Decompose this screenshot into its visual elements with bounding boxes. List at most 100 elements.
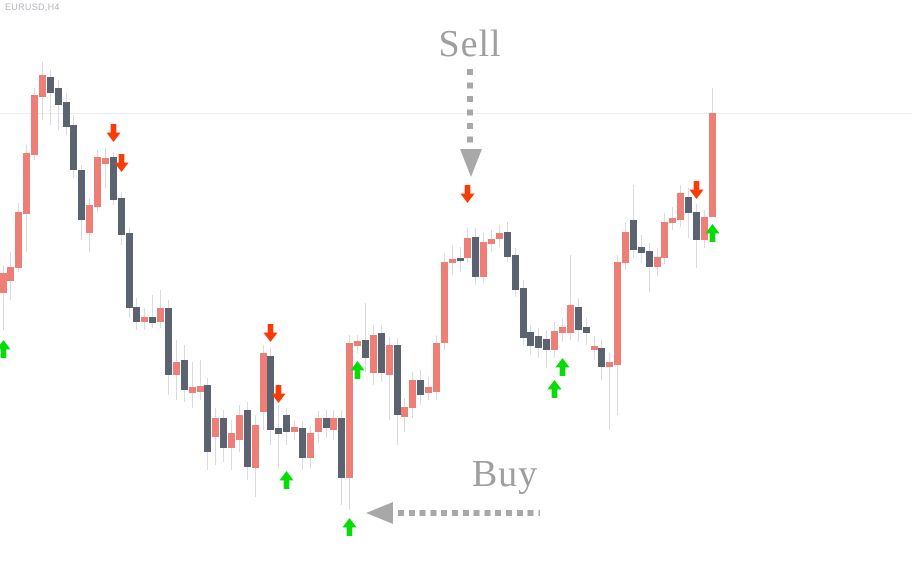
bull-candle-body bbox=[196, 386, 204, 392]
bull-candle-body bbox=[401, 407, 409, 417]
bull-candle-body bbox=[251, 425, 259, 468]
bear-candle-body bbox=[275, 428, 283, 434]
bull-candle-body bbox=[291, 427, 299, 432]
bear-candle-body bbox=[574, 307, 582, 330]
buy-signal-arrow-icon bbox=[350, 361, 365, 379]
bull-candle-body bbox=[0, 273, 7, 293]
buy-arrowhead-icon bbox=[366, 502, 393, 524]
buy-signal-arrow-icon bbox=[547, 380, 562, 398]
bear-candle-body bbox=[338, 418, 346, 478]
bear-candle-body bbox=[519, 288, 527, 338]
bull-candle-body bbox=[385, 345, 393, 375]
bear-candle-body bbox=[692, 212, 700, 240]
bull-candle-body bbox=[480, 242, 488, 277]
candle-wick bbox=[388, 337, 390, 420]
sell-signal-arrow-icon bbox=[114, 154, 129, 172]
sell-signal-arrow-icon bbox=[106, 124, 121, 142]
bull-candle-body bbox=[590, 346, 598, 350]
buy-signal-arrow-icon bbox=[342, 518, 357, 536]
bull-candle-body bbox=[15, 212, 23, 268]
bull-candle-body bbox=[306, 433, 314, 458]
bull-candle-body bbox=[188, 387, 196, 393]
bull-candle-body bbox=[141, 317, 149, 322]
bear-candle-body bbox=[78, 170, 86, 220]
bear-candle-body bbox=[117, 198, 125, 235]
bear-candle-body bbox=[527, 332, 535, 346]
bull-candle-body bbox=[669, 218, 677, 223]
bull-candle-body bbox=[700, 217, 708, 240]
bull-candle-body bbox=[488, 239, 496, 244]
candle-wick bbox=[199, 360, 201, 400]
bull-candle-body bbox=[157, 308, 165, 322]
bull-candle-body bbox=[551, 331, 559, 350]
candle-wick bbox=[609, 353, 611, 430]
candle-wick bbox=[2, 265, 4, 330]
sell-signal-arrow-icon bbox=[271, 385, 286, 403]
bear-candle-body bbox=[535, 336, 543, 348]
bull-candle-body bbox=[606, 362, 614, 367]
sell-arrowhead-icon bbox=[460, 149, 482, 177]
bear-candle-body bbox=[149, 317, 157, 323]
bull-candle-body bbox=[448, 259, 456, 263]
sell-signal-arrow-icon bbox=[460, 185, 476, 203]
bear-candle-body bbox=[267, 356, 275, 430]
sell-annotation-label: Sell bbox=[438, 23, 502, 65]
bull-candle-body bbox=[172, 362, 180, 375]
bull-candle-body bbox=[23, 153, 31, 214]
bear-candle-body bbox=[283, 415, 291, 432]
bull-candle-body bbox=[38, 75, 46, 97]
bull-candle-body bbox=[259, 353, 267, 412]
bear-candle-body bbox=[511, 255, 519, 290]
bear-candle-body bbox=[125, 233, 133, 308]
bear-candle-body bbox=[629, 220, 637, 250]
bull-candle-body bbox=[495, 233, 503, 239]
bull-candle-body bbox=[354, 341, 362, 346]
bull-candle-body bbox=[464, 238, 472, 258]
bear-candle-body bbox=[456, 258, 464, 261]
bull-candle-body bbox=[101, 158, 109, 164]
bear-candle-body bbox=[417, 380, 425, 395]
bull-candle-body bbox=[235, 415, 243, 440]
bear-candle-body bbox=[243, 410, 251, 467]
candle-wick bbox=[364, 303, 366, 372]
candle-wick bbox=[688, 188, 690, 238]
bear-candle-body bbox=[645, 251, 653, 267]
bull-candle-body bbox=[86, 205, 94, 233]
bull-candle-body bbox=[94, 157, 102, 207]
bear-candle-body bbox=[685, 197, 693, 213]
bear-candle-body bbox=[361, 340, 369, 358]
bull-candle-body bbox=[708, 113, 716, 217]
candle-wick bbox=[152, 295, 154, 328]
buy-signal-arrow-icon bbox=[0, 340, 11, 358]
bear-candle-body bbox=[164, 308, 172, 375]
bear-candle-body bbox=[204, 385, 212, 452]
bear-candle-body bbox=[377, 333, 385, 373]
bear-candle-body bbox=[582, 327, 590, 333]
buy-annotation-label: Buy bbox=[471, 453, 539, 495]
buy-signal-arrow-icon bbox=[279, 471, 294, 489]
bear-candle-body bbox=[472, 237, 480, 277]
bear-candle-body bbox=[637, 247, 645, 253]
bull-candle-body bbox=[440, 262, 448, 343]
bull-candle-body bbox=[212, 418, 220, 437]
bear-candle-body bbox=[46, 77, 54, 93]
candle-wick bbox=[191, 362, 193, 408]
candle-wick bbox=[278, 405, 280, 468]
bear-candle-body bbox=[133, 307, 141, 322]
bear-candle-body bbox=[393, 345, 401, 415]
bear-candle-body bbox=[109, 157, 117, 200]
bear-candle-body bbox=[220, 418, 228, 448]
buy-dotted-arrow-icon bbox=[398, 510, 540, 516]
symbol-timeframe-label: EURUSD,H4 bbox=[5, 2, 60, 12]
candle-wick bbox=[49, 70, 51, 125]
candle-wick bbox=[57, 80, 59, 130]
bear-candle-body bbox=[298, 428, 306, 458]
bear-candle-body bbox=[54, 88, 62, 105]
bear-candle-body bbox=[543, 339, 551, 350]
sell-signal-arrow-icon bbox=[263, 324, 279, 342]
bull-candle-body bbox=[661, 222, 669, 258]
bull-candle-body bbox=[228, 433, 236, 448]
candle-wick bbox=[569, 255, 571, 340]
current-price-line bbox=[0, 113, 912, 114]
